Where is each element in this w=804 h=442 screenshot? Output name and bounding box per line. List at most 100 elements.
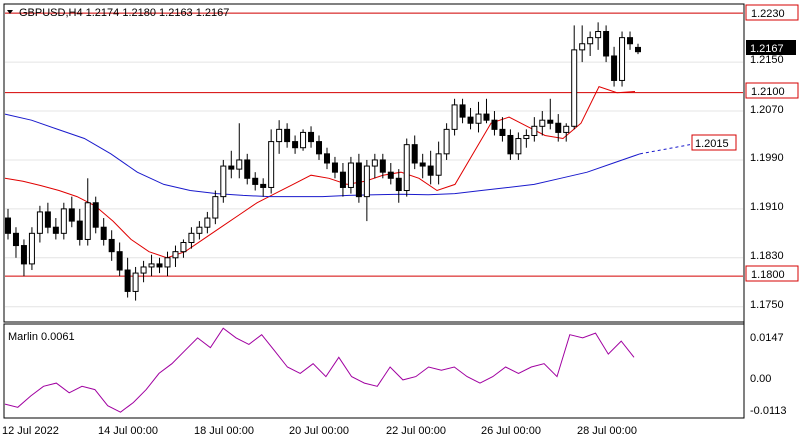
candle-body bbox=[148, 263, 155, 268]
price-tick: 1.1990 bbox=[750, 152, 784, 164]
candle-body bbox=[563, 125, 570, 133]
price-tick: 1.1910 bbox=[750, 201, 784, 213]
candle-body bbox=[284, 128, 291, 143]
candle-body bbox=[379, 159, 386, 173]
candle-body bbox=[547, 119, 554, 124]
time-tick: 28 Jul 00:00 bbox=[577, 425, 637, 437]
candle-body bbox=[339, 171, 346, 188]
candle-body bbox=[252, 177, 259, 185]
candle-body bbox=[204, 217, 211, 228]
candle-body bbox=[595, 31, 602, 39]
candle-body bbox=[108, 238, 115, 253]
candle-body bbox=[316, 141, 323, 155]
candle-body bbox=[268, 141, 275, 188]
candle-body bbox=[28, 232, 35, 265]
current-price-tag bbox=[746, 40, 796, 55]
candle-body bbox=[308, 131, 315, 143]
time-tick: 18 Jul 00:00 bbox=[194, 425, 254, 437]
level-label-2: 1.2100 bbox=[751, 86, 785, 98]
moving-averages bbox=[4, 85, 691, 259]
candle-body bbox=[300, 131, 307, 149]
osc-tick: 0.00 bbox=[750, 373, 771, 385]
candle-body bbox=[611, 55, 618, 81]
level-tag-3 bbox=[745, 265, 799, 282]
candle-body bbox=[92, 202, 99, 228]
candle-body bbox=[555, 122, 562, 133]
candle-body bbox=[475, 113, 482, 124]
candle-body bbox=[180, 242, 187, 253]
price-tick: 1.1830 bbox=[750, 250, 784, 262]
osc-tick: -0.0113 bbox=[750, 405, 787, 417]
candle-body bbox=[443, 128, 450, 155]
candle-body bbox=[212, 196, 219, 219]
candle-body bbox=[20, 245, 27, 265]
ma-projection-label: 1.2015 bbox=[695, 138, 729, 150]
candle-body bbox=[579, 43, 586, 51]
candle-body bbox=[483, 113, 490, 121]
ma-blue-line bbox=[4, 113, 641, 198]
candle-body bbox=[60, 208, 67, 234]
candle-body bbox=[531, 125, 538, 136]
oscillator-title: Marlin 0.0061 bbox=[8, 331, 75, 343]
candle-body bbox=[164, 257, 171, 268]
candle-body bbox=[260, 183, 267, 188]
level-label-1: 1.2230 bbox=[751, 8, 785, 20]
candle-body bbox=[36, 211, 43, 234]
candle-body bbox=[76, 220, 83, 240]
candle-body bbox=[507, 134, 514, 155]
ma-projection-tag bbox=[691, 134, 737, 151]
candle-body bbox=[100, 226, 107, 240]
candle-body bbox=[587, 37, 594, 45]
candle-body bbox=[363, 165, 370, 198]
candle-body bbox=[188, 232, 195, 243]
level-tag-2 bbox=[745, 82, 799, 99]
candle-body bbox=[435, 153, 442, 176]
candle-body bbox=[244, 159, 251, 179]
candle-body bbox=[491, 119, 498, 130]
candle-body bbox=[395, 177, 402, 192]
current-price-label: 1.2167 bbox=[750, 43, 784, 55]
candle-body bbox=[619, 37, 626, 81]
candle-body bbox=[355, 162, 362, 198]
candle-body bbox=[499, 128, 506, 136]
time-tick: 14 Jul 00:00 bbox=[98, 425, 158, 437]
candle-body bbox=[220, 165, 227, 198]
candle-body bbox=[44, 211, 51, 228]
candle-body bbox=[116, 251, 123, 271]
candle-body bbox=[156, 263, 163, 268]
candle-body bbox=[347, 162, 354, 188]
candle-body bbox=[84, 202, 91, 240]
level-tag-1 bbox=[745, 4, 799, 21]
candle-body bbox=[403, 144, 410, 192]
candle-body bbox=[323, 153, 330, 164]
candle-body bbox=[603, 31, 610, 57]
candle-body bbox=[467, 116, 474, 124]
oscillator-line bbox=[4, 327, 635, 413]
candle-body bbox=[124, 269, 131, 292]
menu-triangle-icon[interactable] bbox=[7, 10, 13, 14]
chart-header: GBPUSD,H4 1.2174 1.2180 1.2163 1.2167 bbox=[19, 7, 229, 19]
candle-body bbox=[236, 159, 243, 170]
candle-body bbox=[276, 128, 283, 143]
candle-body bbox=[140, 266, 147, 274]
candle-body bbox=[68, 208, 75, 222]
candle-body bbox=[196, 226, 203, 234]
candle-body bbox=[228, 165, 235, 170]
level-label-3: 1.1800 bbox=[751, 269, 785, 281]
candle-body bbox=[571, 49, 578, 127]
candle-body bbox=[523, 134, 530, 140]
candle-body bbox=[5, 217, 11, 234]
candle-body bbox=[539, 119, 546, 127]
time-tick: 22 Jul 00:00 bbox=[386, 425, 446, 437]
candle-body bbox=[419, 162, 426, 167]
candle-body bbox=[459, 104, 466, 118]
ma-red-line bbox=[4, 85, 636, 259]
ma-projection-line bbox=[639, 144, 691, 155]
candle-body bbox=[172, 251, 179, 259]
candle-body bbox=[12, 232, 19, 247]
candle-body bbox=[292, 141, 299, 149]
candle-body bbox=[427, 165, 434, 176]
marlin-line bbox=[4, 327, 635, 413]
